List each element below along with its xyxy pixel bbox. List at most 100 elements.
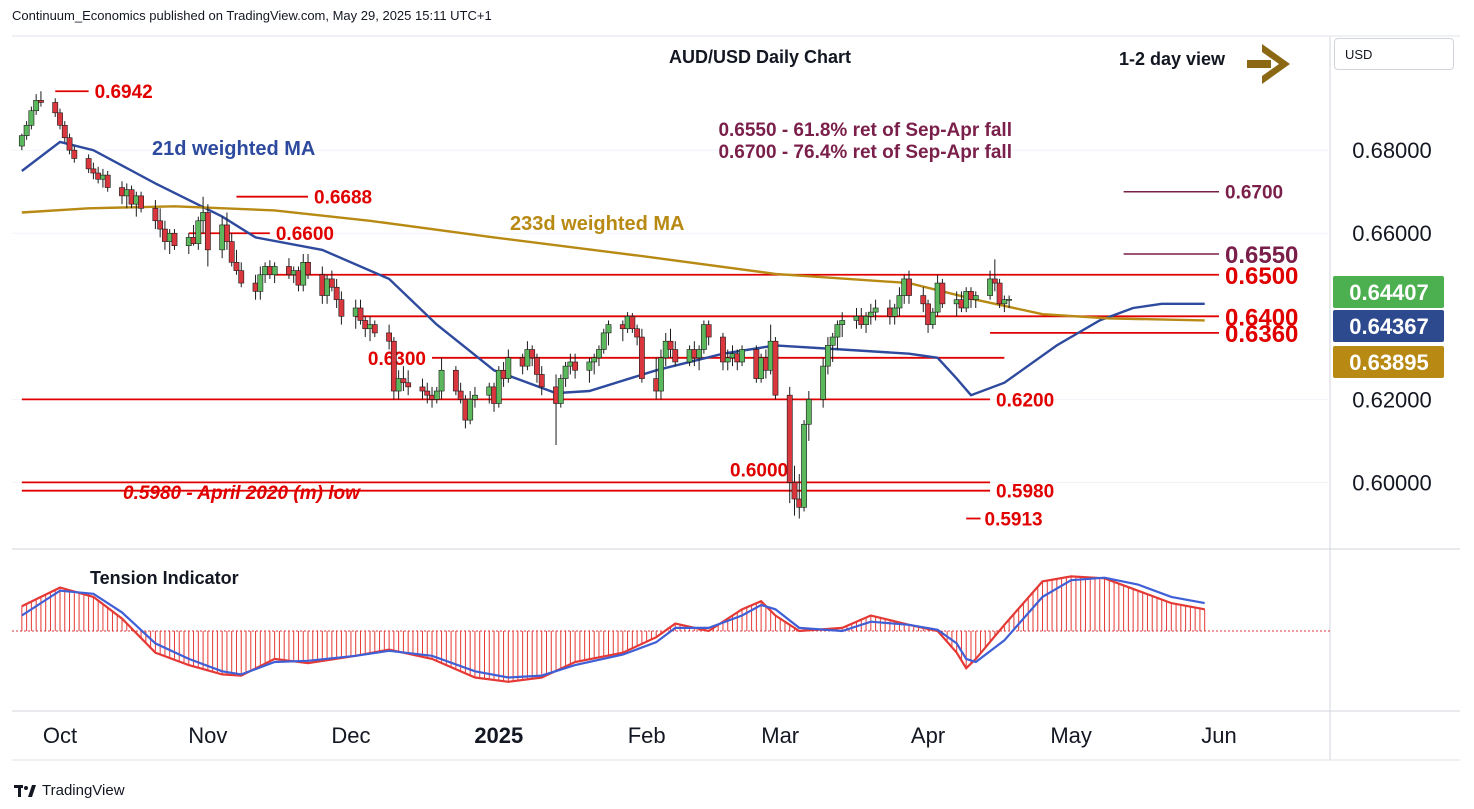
candle-body bbox=[123, 189, 130, 197]
candle-body bbox=[300, 262, 307, 286]
candle-body bbox=[920, 295, 927, 305]
indicator-signal-line bbox=[21, 576, 1205, 679]
currency-button[interactable]: USD bbox=[1334, 38, 1454, 70]
candle-body bbox=[467, 399, 474, 421]
candle-body bbox=[586, 361, 593, 371]
candle-body bbox=[38, 100, 44, 103]
candle-body bbox=[658, 357, 664, 392]
candle-body bbox=[90, 168, 97, 174]
candle-body bbox=[619, 324, 626, 330]
candle-body bbox=[600, 332, 607, 350]
x-tick-label: Jun bbox=[1201, 723, 1236, 748]
candle-body bbox=[829, 336, 836, 346]
candle-body bbox=[772, 340, 779, 396]
candle-body bbox=[119, 187, 125, 197]
candle-body bbox=[200, 212, 206, 222]
candle-body bbox=[667, 340, 674, 350]
annotation: 0.6700 - 76.4% ret of Sep-Apr fall bbox=[718, 142, 1012, 163]
candle-body bbox=[958, 299, 965, 309]
candle-body bbox=[228, 241, 235, 263]
candle-body bbox=[629, 315, 636, 330]
candle-body bbox=[133, 195, 140, 205]
candle-body bbox=[357, 307, 364, 321]
candle-body bbox=[257, 274, 264, 292]
candle-body bbox=[739, 349, 745, 363]
candle-body bbox=[390, 340, 397, 392]
candle-body bbox=[557, 378, 564, 404]
candle-body bbox=[786, 394, 793, 483]
candle-body bbox=[85, 158, 92, 170]
candle-body bbox=[386, 332, 392, 342]
level-label: 0.6700 bbox=[1225, 183, 1283, 204]
level-label: 0.6942 bbox=[95, 82, 153, 103]
candle-body bbox=[853, 315, 860, 321]
annotation: 233d weighted MA bbox=[510, 213, 684, 235]
x-tick-label: Mar bbox=[761, 723, 799, 748]
candle-body bbox=[672, 349, 679, 363]
candle-body bbox=[171, 232, 178, 246]
candle-body bbox=[638, 336, 645, 379]
candle-body bbox=[100, 174, 106, 180]
annotation: 0.6550 - 61.8% ret of Sep-Apr fall bbox=[718, 120, 1012, 141]
candle-body bbox=[867, 311, 874, 317]
price-badge bbox=[1333, 346, 1444, 378]
price-badge bbox=[1333, 276, 1444, 308]
x-tick-label: Oct bbox=[43, 723, 77, 748]
candle-body bbox=[362, 320, 369, 330]
candle-body bbox=[238, 270, 245, 284]
candle-body bbox=[305, 262, 311, 276]
candle-body bbox=[567, 361, 574, 367]
candle-body bbox=[162, 228, 168, 242]
candle-body bbox=[534, 357, 540, 375]
candle-body bbox=[968, 291, 974, 300]
candle-body bbox=[953, 299, 960, 305]
candle-body bbox=[762, 357, 769, 371]
candle-body bbox=[724, 357, 731, 363]
candle-body bbox=[333, 286, 340, 300]
candle-body bbox=[400, 378, 407, 384]
candle-body bbox=[991, 278, 998, 284]
candle-body bbox=[438, 369, 445, 392]
y-tick-label: 0.62000 bbox=[1352, 387, 1432, 412]
candle-body bbox=[529, 349, 536, 359]
candle-body bbox=[696, 349, 703, 359]
indicator-line bbox=[21, 575, 1205, 683]
level-label: 0.5913 bbox=[985, 510, 1043, 531]
candle-body bbox=[266, 266, 273, 276]
price-badge-label: 0.64367 bbox=[1349, 314, 1429, 339]
candle-body bbox=[491, 386, 497, 404]
candle-body bbox=[433, 390, 440, 400]
candle-body bbox=[791, 482, 798, 500]
candle-body bbox=[367, 324, 373, 330]
arrow-right-icon bbox=[1247, 44, 1290, 84]
candle-body bbox=[295, 270, 302, 286]
level-label: 0.6400 bbox=[1225, 304, 1298, 331]
candle-body bbox=[128, 189, 135, 205]
candle-body bbox=[66, 137, 73, 151]
candle-body bbox=[405, 382, 412, 388]
tradingview-logo-icon bbox=[14, 784, 36, 797]
level-label: 0.6688 bbox=[314, 188, 372, 209]
candle-body bbox=[896, 295, 903, 309]
candle-body bbox=[57, 112, 63, 126]
price-badge-label: 0.64407 bbox=[1349, 280, 1429, 305]
candle-body bbox=[286, 266, 292, 276]
candle-body bbox=[204, 212, 211, 251]
x-tick-label: 2025 bbox=[474, 723, 523, 748]
level-label: 0.6500 bbox=[1225, 263, 1298, 290]
level-label: 0.6000 bbox=[730, 460, 788, 481]
candle-body bbox=[519, 357, 526, 367]
candle-body bbox=[734, 353, 741, 363]
candle-body bbox=[424, 390, 431, 396]
candle-body bbox=[219, 224, 226, 251]
candle-body bbox=[71, 149, 78, 159]
candle-body bbox=[591, 357, 598, 363]
candle-body bbox=[720, 336, 726, 363]
view-label: 1-2 day view bbox=[1119, 49, 1226, 69]
candle-body bbox=[328, 278, 335, 288]
candle-body bbox=[452, 369, 459, 392]
candle-body bbox=[495, 369, 502, 404]
x-tick-label: Feb bbox=[628, 723, 666, 748]
candle-body bbox=[166, 232, 173, 242]
